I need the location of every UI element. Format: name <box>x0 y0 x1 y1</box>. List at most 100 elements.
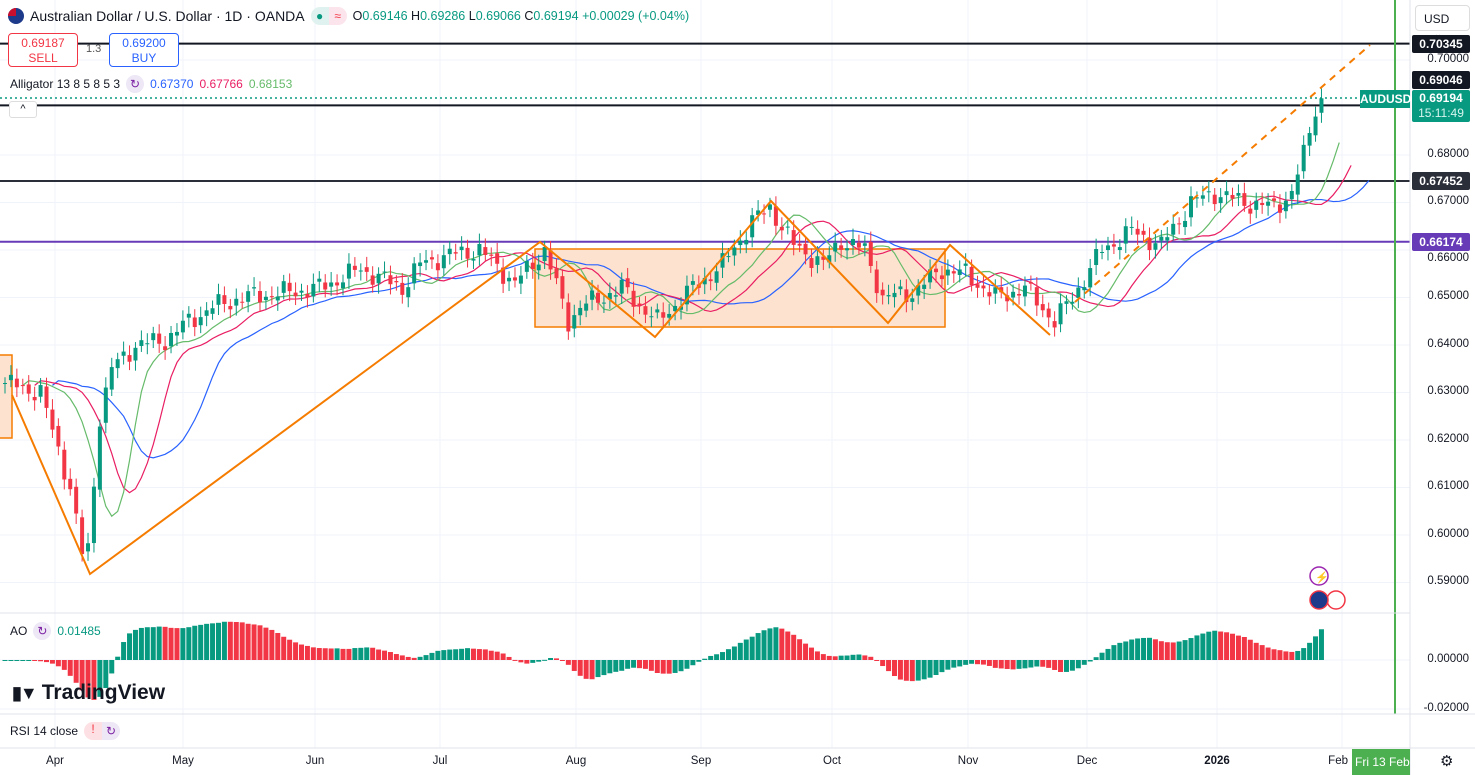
time-tick: Jun <box>305 755 325 767</box>
candle-body <box>512 277 517 281</box>
ao-bar <box>992 660 998 668</box>
candle-body <box>121 351 126 356</box>
candle-body <box>1165 237 1170 241</box>
spread: 1.3 <box>86 43 102 55</box>
candle-body <box>151 333 156 341</box>
collapse-chevron-icon[interactable]: ^ <box>9 101 37 118</box>
tradingview-logo[interactable]: ▮▼ TradingView <box>12 681 165 705</box>
ao-bar <box>417 656 423 660</box>
level-price-tag: 0.70345 <box>1412 35 1470 53</box>
candle-body <box>1200 195 1205 199</box>
candle-body <box>1135 228 1140 235</box>
candle-body <box>601 302 606 304</box>
ao-bar <box>358 647 364 660</box>
zigzag-pattern-drawing[interactable] <box>11 199 1051 576</box>
crosshair-date-label: Fri 13 Feb <box>1352 749 1410 775</box>
ao-bar <box>1010 660 1016 670</box>
ao-bar <box>79 660 85 691</box>
ao-bar <box>868 656 874 660</box>
ao-bar <box>316 648 322 660</box>
ao-bar <box>998 660 1004 669</box>
candle-body <box>507 277 512 282</box>
ao-bar <box>14 660 20 661</box>
candle-body <box>139 340 144 346</box>
market-status[interactable]: ● ≈ <box>310 7 347 25</box>
candle-body <box>1260 202 1265 206</box>
ao-bar <box>405 656 411 660</box>
ao-bar <box>672 660 678 673</box>
ao-bar <box>1224 632 1230 660</box>
projection-trendline[interactable] <box>1074 44 1371 303</box>
ao-bar <box>459 648 465 660</box>
tv-logo-icon: ▮▼ <box>12 682 38 703</box>
settings-gear-icon[interactable]: ⚙ <box>1440 753 1454 770</box>
ao-bar <box>239 622 245 660</box>
ao-legend[interactable]: AO ↻ 0.01485 <box>10 622 101 640</box>
candle-body <box>1064 301 1069 304</box>
candle-body <box>281 281 286 293</box>
candle-body <box>382 271 387 273</box>
candle-body <box>1248 208 1253 214</box>
refresh-icon[interactable]: ↻ <box>102 722 121 740</box>
candle-body <box>969 266 974 286</box>
sell-button[interactable]: 0.69187 SELL <box>8 33 78 67</box>
candle-body <box>335 282 340 286</box>
candle-body <box>127 355 132 362</box>
candle-body <box>1017 293 1022 296</box>
symbol-title[interactable]: Australian Dollar / U.S. Dollar · 1D · O… <box>30 8 305 24</box>
ao-bar <box>838 655 844 660</box>
refresh-icon[interactable]: ↻ <box>126 75 145 93</box>
candle-body <box>939 275 944 280</box>
candle-body <box>1141 230 1146 235</box>
candle-body <box>115 359 120 369</box>
ao-bar <box>1052 660 1058 670</box>
candle-body <box>518 275 523 284</box>
ao-bar <box>1040 660 1046 667</box>
candle-body <box>750 215 755 238</box>
warning-icon[interactable]: ! <box>84 722 103 740</box>
event-lightning-icon[interactable] <box>1309 566 1329 586</box>
ao-bar <box>986 660 992 666</box>
buy-button[interactable]: 0.69200 BUY <box>109 33 179 67</box>
ao-bar <box>376 649 382 660</box>
currency-select[interactable]: USD ⌄ <box>1415 5 1470 39</box>
candle-body <box>613 295 618 297</box>
candle-body <box>20 385 25 387</box>
ao-bar <box>1146 637 1152 660</box>
candle-body <box>80 517 85 555</box>
rsi-legend[interactable]: RSI 14 close ! ↻ <box>10 722 121 740</box>
candle-body <box>1040 304 1045 311</box>
candle-body <box>690 281 695 285</box>
us-flag-event-icon[interactable] <box>1326 590 1346 610</box>
price-tick: 0.61000 <box>1427 480 1469 492</box>
price-tick: 0.59000 <box>1427 575 1469 587</box>
candle-body <box>596 292 600 303</box>
candle-body <box>726 256 731 258</box>
ao-bar <box>287 639 293 660</box>
candle-body <box>1117 247 1122 251</box>
ao-bar <box>1034 660 1040 667</box>
ao-bar <box>1087 660 1093 662</box>
ao-bar <box>55 660 61 667</box>
ao-bar <box>963 660 969 665</box>
ao-bar <box>20 660 26 661</box>
alligator-legend[interactable]: Alligator 13 8 5 8 5 3 ↻ 0.67370 0.67766… <box>10 75 292 93</box>
left-rectangle-drawing[interactable] <box>0 354 13 439</box>
refresh-icon[interactable]: ↻ <box>33 622 52 640</box>
ao-bar <box>850 654 856 660</box>
ao-bar <box>737 642 743 660</box>
candle-body <box>845 248 850 251</box>
price-tick: 0.66000 <box>1427 252 1469 264</box>
ao-bar <box>364 647 370 660</box>
candle-body <box>862 243 867 246</box>
candle-body <box>714 271 719 283</box>
au-flag-event-icon[interactable] <box>1309 590 1329 610</box>
ao-bar <box>743 639 749 660</box>
candle-body <box>590 290 595 300</box>
candle-body <box>815 256 820 265</box>
ao-bar <box>180 628 186 660</box>
candle-body <box>240 301 245 303</box>
ao-bar <box>933 660 939 676</box>
ao-bar <box>423 655 429 660</box>
